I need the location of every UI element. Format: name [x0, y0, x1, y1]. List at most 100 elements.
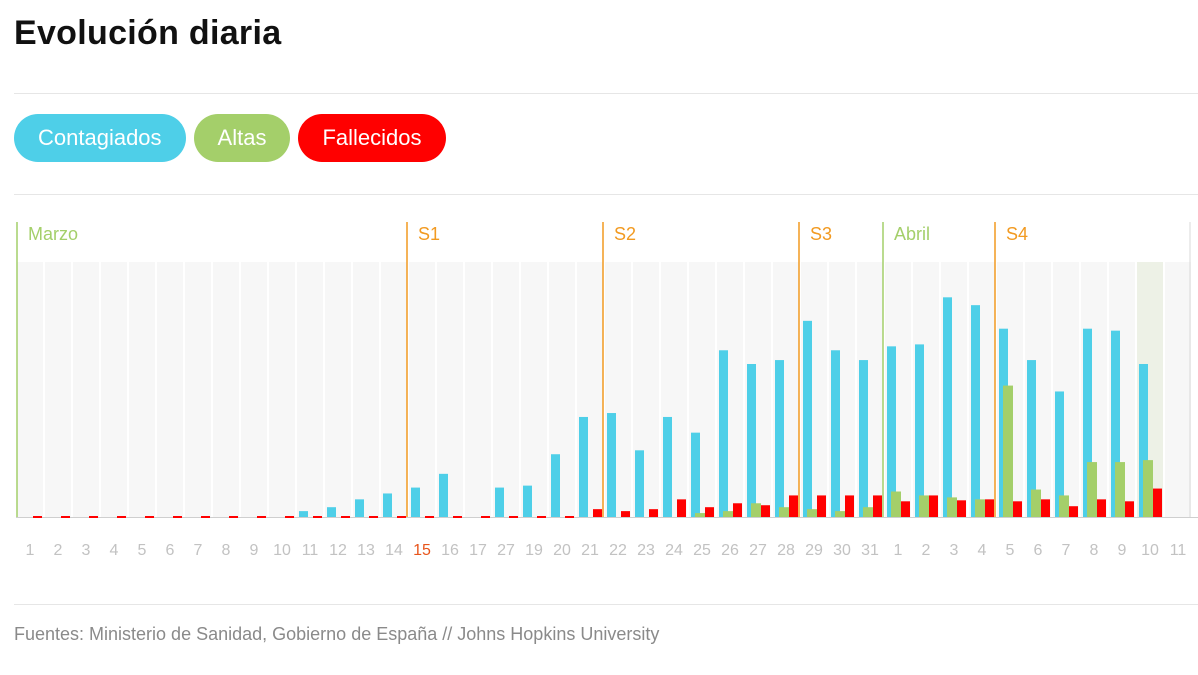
bar-fallecidos — [509, 516, 518, 518]
x-tick-label: 4 — [978, 542, 987, 559]
legend-contagiados-button[interactable]: Contagiados — [14, 114, 186, 162]
chart-column-bg — [493, 262, 519, 517]
x-tick-label: 21 — [581, 542, 599, 559]
bar-contagiados — [831, 350, 840, 517]
legend-fallecidos-button[interactable]: Fallecidos — [298, 114, 446, 162]
bar-contagiados — [943, 297, 952, 517]
daily-evolution-chart: Marzo S1 S2 S3 Abril S41 2 3 4 5 6 7 8 9 10 11 12 13 14 15 1… — [16, 222, 1198, 559]
x-tick-label: 7 — [1062, 542, 1071, 559]
bar-altas — [807, 509, 817, 517]
chart-column-bg — [409, 262, 435, 517]
bar-contagiados — [1055, 391, 1064, 517]
x-tick-label: 12 — [329, 542, 347, 559]
x-tick-label: 19 — [525, 542, 543, 559]
bar-contagiados — [859, 360, 868, 517]
bar-fallecidos — [341, 516, 350, 518]
bar-fallecidos — [1125, 501, 1134, 517]
bar-altas — [1031, 489, 1041, 517]
x-tick-label: 6 — [1034, 542, 1043, 559]
x-tick-label: 11 — [302, 542, 319, 559]
bar-fallecidos — [1041, 499, 1050, 517]
bar-fallecidos — [397, 516, 406, 518]
x-tick-label: 8 — [222, 542, 231, 559]
bar-altas — [695, 513, 705, 517]
x-tick-label: 9 — [250, 542, 259, 559]
bar-fallecidos — [1013, 501, 1022, 517]
bar-fallecidos — [677, 499, 686, 517]
x-tick-label: 11 — [1170, 542, 1187, 559]
bar-fallecidos — [901, 501, 910, 517]
bar-contagiados — [1027, 360, 1036, 517]
x-tick-label: 27 — [497, 542, 515, 559]
divider-bottom — [14, 604, 1198, 605]
chart-column-bg — [465, 262, 491, 517]
bar-contagiados — [383, 493, 392, 517]
bar-fallecidos — [1153, 488, 1162, 517]
x-tick-label: 27 — [749, 542, 767, 559]
bar-contagiados — [327, 507, 336, 517]
bar-fallecidos — [117, 516, 126, 518]
x-tick-label: 16 — [441, 542, 459, 559]
bar-altas — [1059, 495, 1069, 517]
bar-contagiados — [775, 360, 784, 517]
x-tick-label: 2 — [922, 542, 931, 559]
bar-contagiados — [551, 454, 560, 517]
bar-fallecidos — [705, 507, 714, 517]
bar-fallecidos — [957, 500, 966, 517]
bar-fallecidos — [817, 495, 826, 517]
bar-contagiados — [1111, 330, 1120, 517]
chart-column-bg — [17, 262, 43, 517]
x-tick-label: 25 — [693, 542, 711, 559]
x-tick-label: 15 — [413, 542, 431, 559]
bar-altas — [1115, 462, 1125, 517]
bar-altas — [835, 511, 845, 517]
bar-contagiados — [439, 473, 448, 517]
chart-column-bg — [381, 262, 407, 517]
x-tick-label: 2 — [54, 542, 63, 559]
bar-contagiados — [523, 485, 532, 517]
bar-altas — [1087, 462, 1097, 517]
bar-fallecidos — [229, 516, 238, 518]
x-tick-label: 5 — [138, 542, 147, 559]
chart-column-bg — [325, 262, 351, 517]
bar-fallecidos — [1069, 506, 1078, 517]
bar-contagiados — [411, 487, 420, 517]
x-tick-label: 22 — [609, 542, 627, 559]
marker-label: Marzo — [28, 224, 78, 244]
divider-middle — [14, 194, 1198, 195]
bar-fallecidos — [985, 499, 994, 517]
bar-fallecidos — [145, 516, 154, 518]
bar-altas — [1003, 385, 1013, 517]
x-tick-label: 24 — [665, 542, 683, 559]
source-note: Fuentes: Ministerio de Sanidad, Gobierno… — [14, 624, 660, 644]
x-tick-label: 9 — [1118, 542, 1127, 559]
x-tick-label: 6 — [166, 542, 175, 559]
x-tick-label: 23 — [637, 542, 655, 559]
bar-contagiados — [803, 320, 812, 517]
chart-column-bg — [73, 262, 99, 517]
bar-fallecidos — [453, 516, 462, 518]
bar-fallecidos — [369, 516, 378, 518]
legend: Contagiados Altas Fallecidos — [14, 114, 446, 162]
x-tick-label: 3 — [950, 542, 959, 559]
bar-fallecidos — [845, 495, 854, 517]
bar-fallecidos — [425, 516, 434, 518]
bar-altas — [751, 503, 761, 517]
bar-fallecidos — [873, 495, 882, 517]
marker-label: S2 — [614, 224, 636, 244]
bar-contagiados — [355, 499, 364, 517]
x-tick-label: 4 — [110, 542, 119, 559]
marker-label: S3 — [810, 224, 832, 244]
bar-fallecidos — [733, 503, 742, 517]
bar-contagiados — [719, 350, 728, 517]
bar-fallecidos — [537, 516, 546, 518]
bar-contagiados — [1083, 328, 1092, 517]
chart-column-bg — [521, 262, 547, 517]
legend-altas-button[interactable]: Altas — [193, 114, 291, 162]
x-tick-label: 17 — [469, 542, 487, 559]
bar-fallecidos — [89, 516, 98, 518]
bar-altas — [919, 495, 929, 517]
x-tick-label: 26 — [721, 542, 739, 559]
bar-contagiados — [747, 364, 756, 517]
bar-fallecidos — [929, 495, 938, 517]
